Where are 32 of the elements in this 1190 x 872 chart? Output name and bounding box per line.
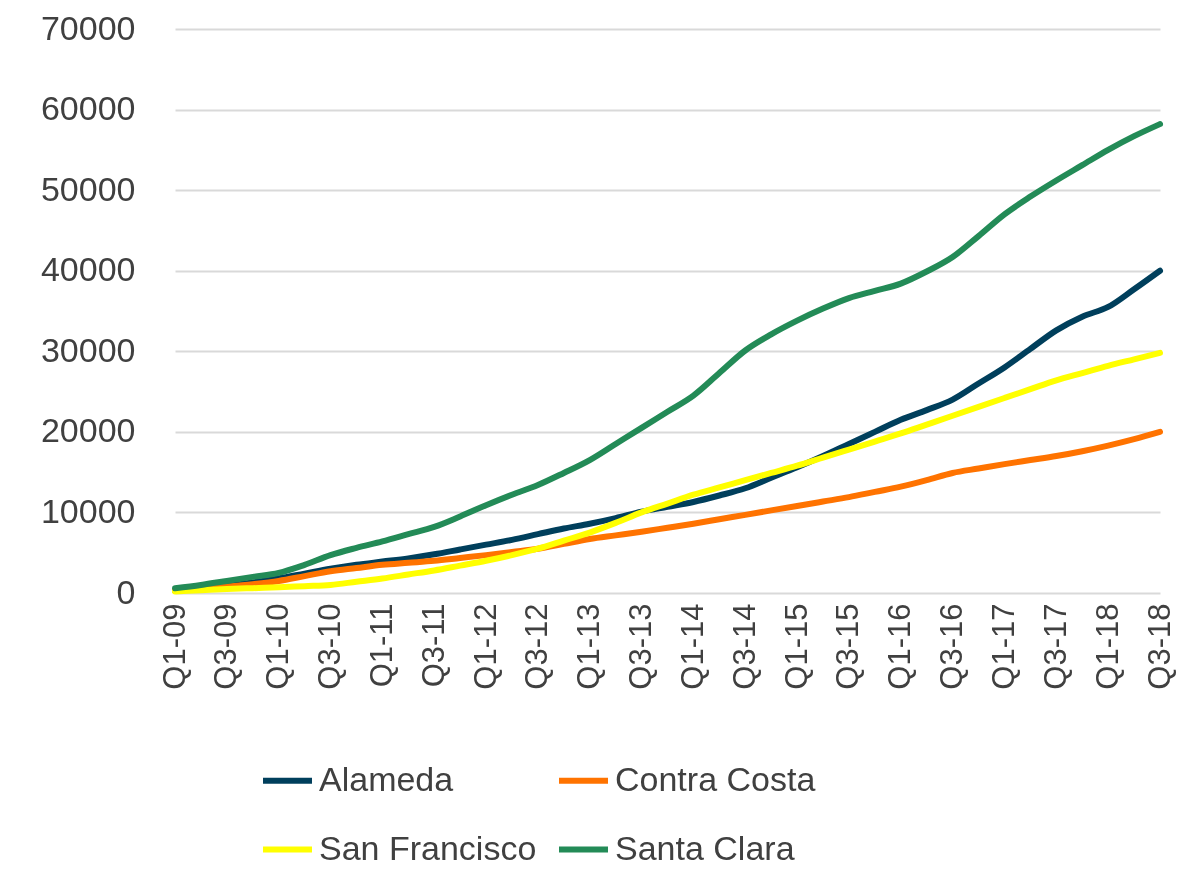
x-tick-label: Q1-09 (156, 603, 192, 690)
x-tick-label: Q3-10 (312, 603, 348, 690)
x-tick-label: Q1-11 (363, 603, 399, 688)
y-tick-label: 50000 (40, 169, 136, 208)
x-tick-label: Q3-11 (415, 603, 451, 688)
x-tick-label: Q1-16 (882, 603, 918, 690)
x-tick-label: Q1-13 (571, 603, 607, 690)
x-tick-label: Q1-10 (260, 603, 296, 690)
y-tick-label: 40000 (40, 250, 136, 289)
legend-label: Santa Clara (615, 828, 795, 867)
y-tick-label: 20000 (40, 411, 136, 450)
x-tick-label: Q3-12 (519, 603, 555, 690)
x-tick-label: Q3-18 (1141, 603, 1177, 690)
x-tick-label: Q1-14 (674, 603, 710, 690)
x-tick-label: Q3-13 (623, 603, 659, 690)
x-tick-label: Q3-17 (1037, 603, 1073, 690)
x-tick-label: Q3-15 (830, 603, 866, 690)
x-tick-label: Q3-14 (726, 603, 762, 690)
y-tick-label: 70000 (40, 8, 136, 47)
x-tick-label: Q1-12 (467, 603, 503, 690)
x-tick-label: Q1-15 (778, 603, 814, 690)
x-tick-label: Q3-09 (208, 603, 244, 690)
y-tick-label: 60000 (40, 89, 136, 128)
y-tick-label: 10000 (40, 491, 136, 530)
x-tick-label: Q1-18 (1089, 603, 1125, 690)
legend-label: San Francisco (319, 828, 537, 867)
legend-label: Alameda (319, 759, 454, 798)
x-tick-label: Q3-16 (934, 603, 970, 690)
y-tick-label: 30000 (40, 330, 136, 369)
legend-label: Contra Costa (615, 759, 816, 798)
y-tick-label: 0 (116, 572, 136, 611)
x-tick-label: Q1-17 (985, 603, 1021, 690)
